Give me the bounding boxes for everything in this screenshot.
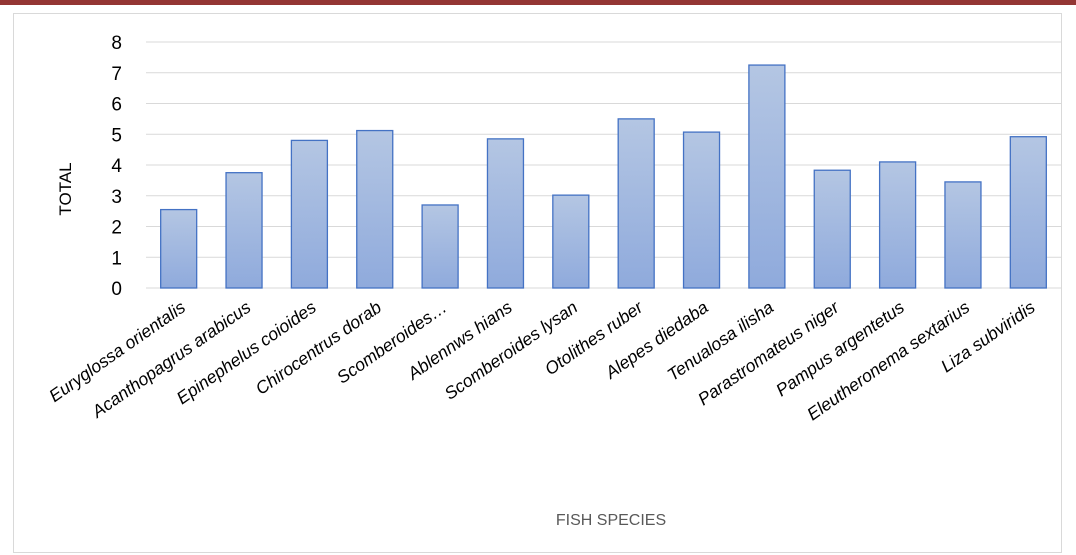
bar: [160, 208, 198, 289]
y-tick-label: 4: [111, 156, 122, 177]
bar: [552, 194, 590, 289]
y-tick-label: 1: [111, 248, 122, 269]
bar: [421, 204, 459, 289]
bar: [225, 172, 263, 289]
bar: [682, 131, 721, 289]
bar: [878, 161, 917, 289]
bar: [486, 138, 525, 289]
gridlines: [146, 41, 1061, 289]
y-tick-labels: 0 1 2 3 4 5 6 7 8: [111, 33, 122, 300]
chart-frame: 0 1 2 3 4 5 6 7 8 Euryglossa orientalis Acanthopa…: [13, 13, 1062, 553]
y-tick-label: 3: [111, 187, 122, 208]
x-tick-label: Scomberoides…: [333, 297, 450, 388]
y-tick-label: 6: [111, 95, 122, 116]
y-axis-label: TOTAL: [56, 162, 75, 215]
x-axis-label: FISH SPECIES: [556, 512, 666, 529]
bar: [748, 64, 786, 289]
y-tick-label: 2: [111, 218, 122, 239]
bar: [1009, 136, 1047, 289]
y-tick-label: 8: [111, 33, 122, 54]
bar-chart: 0 1 2 3 4 5 6 7 8 Euryglossa orientalisAcanthopa…: [45, 33, 1061, 529]
bar: [290, 139, 329, 289]
y-tick-label: 0: [111, 279, 122, 300]
bar: [944, 181, 982, 289]
top-accent-rule: [0, 0, 1076, 5]
y-tick-label: 5: [111, 125, 122, 146]
bar: [813, 169, 851, 289]
y-tick-label: 7: [111, 64, 122, 85]
bar: [617, 118, 655, 289]
bar: [356, 129, 394, 289]
bars: [160, 64, 1047, 289]
